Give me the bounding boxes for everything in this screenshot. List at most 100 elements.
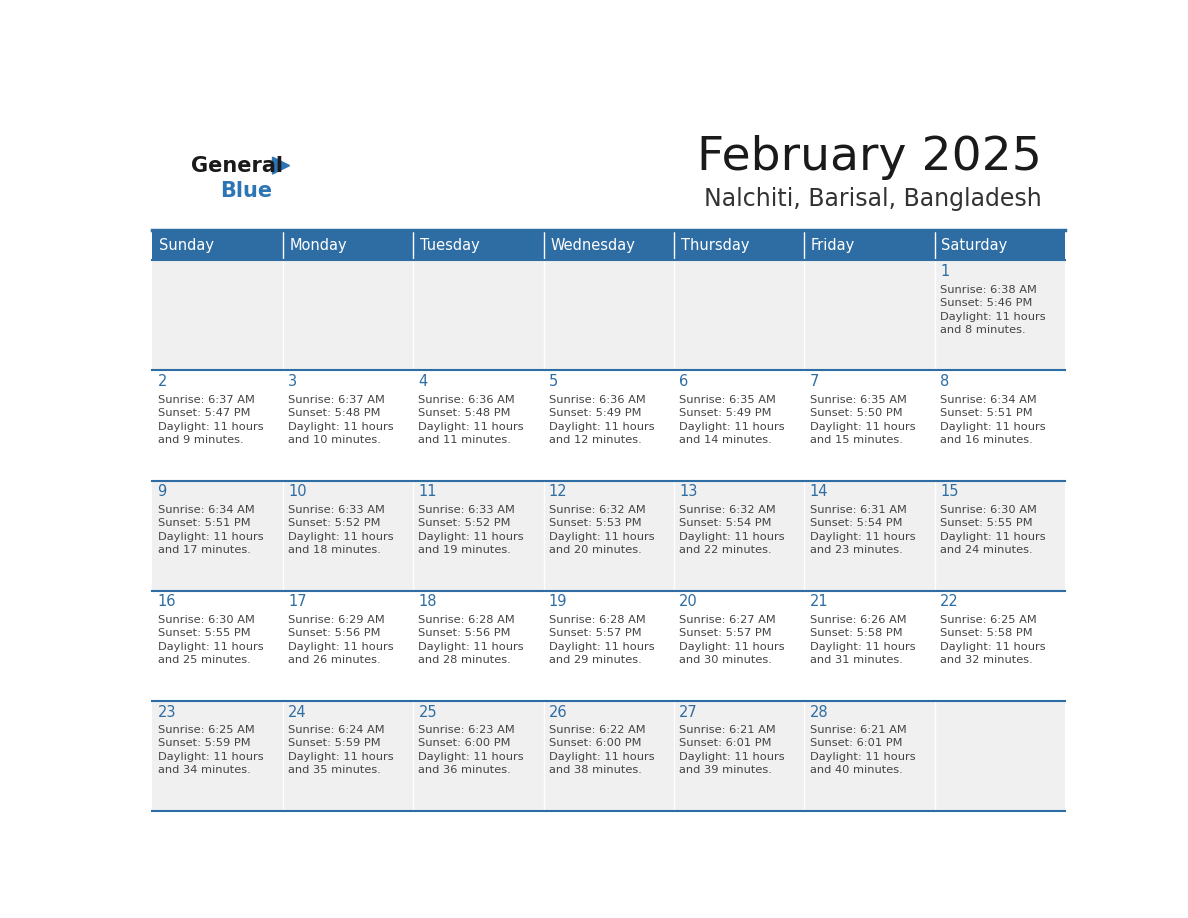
Text: and 16 minutes.: and 16 minutes. [940, 435, 1032, 445]
Text: Daylight: 11 hours: Daylight: 11 hours [418, 532, 524, 542]
Text: Sunrise: 6:34 AM: Sunrise: 6:34 AM [158, 505, 254, 515]
Text: Sunset: 5:49 PM: Sunset: 5:49 PM [549, 409, 642, 419]
Bar [413, 371, 544, 480]
Text: Sunrise: 6:31 AM: Sunrise: 6:31 AM [810, 505, 906, 515]
Text: Sunrise: 6:28 AM: Sunrise: 6:28 AM [549, 615, 645, 625]
Text: Sunset: 5:48 PM: Sunset: 5:48 PM [287, 409, 380, 419]
Text: and 10 minutes.: and 10 minutes. [287, 435, 381, 445]
Text: February 2025: February 2025 [697, 135, 1042, 181]
Bar [804, 700, 935, 811]
Text: Tuesday: Tuesday [419, 238, 480, 253]
Bar [544, 590, 674, 700]
Bar [804, 261, 935, 371]
Text: 22: 22 [940, 595, 959, 610]
Text: and 15 minutes.: and 15 minutes. [810, 435, 903, 445]
Bar [413, 480, 544, 590]
Text: Sunset: 5:51 PM: Sunset: 5:51 PM [940, 409, 1032, 419]
Text: 26: 26 [549, 705, 568, 720]
Text: and 17 minutes.: and 17 minutes. [158, 545, 251, 555]
Text: Daylight: 11 hours: Daylight: 11 hours [158, 642, 264, 652]
Text: Blue: Blue [221, 181, 273, 201]
Text: Friday: Friday [811, 238, 855, 253]
Text: 25: 25 [418, 705, 437, 720]
Bar [152, 231, 283, 261]
Text: Sunrise: 6:32 AM: Sunrise: 6:32 AM [680, 505, 776, 515]
Bar [413, 590, 544, 700]
Text: Sunrise: 6:28 AM: Sunrise: 6:28 AM [418, 615, 516, 625]
Text: 15: 15 [940, 485, 959, 499]
Text: Sunset: 6:00 PM: Sunset: 6:00 PM [418, 738, 511, 748]
Text: Daylight: 11 hours: Daylight: 11 hours [287, 532, 393, 542]
Text: and 35 minutes.: and 35 minutes. [287, 766, 381, 776]
Text: 13: 13 [680, 485, 697, 499]
Text: 8: 8 [940, 375, 949, 389]
Bar [544, 700, 674, 811]
Text: and 28 minutes.: and 28 minutes. [418, 655, 511, 666]
Text: Sunset: 5:57 PM: Sunset: 5:57 PM [549, 628, 642, 638]
Text: Sunrise: 6:26 AM: Sunrise: 6:26 AM [810, 615, 906, 625]
Bar [544, 480, 674, 590]
Text: and 24 minutes.: and 24 minutes. [940, 545, 1032, 555]
Text: and 36 minutes.: and 36 minutes. [418, 766, 511, 776]
Text: 11: 11 [418, 485, 437, 499]
Text: Sunrise: 6:36 AM: Sunrise: 6:36 AM [418, 395, 516, 405]
Text: 24: 24 [287, 705, 307, 720]
Bar [674, 700, 804, 811]
Text: 7: 7 [810, 375, 819, 389]
Text: Sunset: 5:54 PM: Sunset: 5:54 PM [680, 519, 772, 528]
Text: 9: 9 [158, 485, 166, 499]
Text: Daylight: 11 hours: Daylight: 11 hours [940, 421, 1045, 431]
Text: and 26 minutes.: and 26 minutes. [287, 655, 380, 666]
Text: Sunset: 5:50 PM: Sunset: 5:50 PM [810, 409, 903, 419]
Bar [674, 261, 804, 371]
Text: 28: 28 [810, 705, 828, 720]
Bar [804, 371, 935, 480]
Text: 4: 4 [418, 375, 428, 389]
Text: Sunset: 6:00 PM: Sunset: 6:00 PM [549, 738, 642, 748]
Bar [935, 700, 1066, 811]
Text: 1: 1 [940, 264, 949, 279]
Text: Sunrise: 6:27 AM: Sunrise: 6:27 AM [680, 615, 776, 625]
Text: Sunset: 5:55 PM: Sunset: 5:55 PM [158, 628, 251, 638]
Text: Daylight: 11 hours: Daylight: 11 hours [680, 532, 785, 542]
Text: and 25 minutes.: and 25 minutes. [158, 655, 251, 666]
Text: and 18 minutes.: and 18 minutes. [287, 545, 381, 555]
Text: and 34 minutes.: and 34 minutes. [158, 766, 251, 776]
Text: Sunset: 5:56 PM: Sunset: 5:56 PM [418, 628, 511, 638]
Bar [283, 371, 413, 480]
Text: and 31 minutes.: and 31 minutes. [810, 655, 903, 666]
Bar [413, 700, 544, 811]
Text: Daylight: 11 hours: Daylight: 11 hours [549, 642, 655, 652]
Text: and 40 minutes.: and 40 minutes. [810, 766, 903, 776]
Bar [674, 480, 804, 590]
Text: 23: 23 [158, 705, 176, 720]
Text: Sunset: 5:49 PM: Sunset: 5:49 PM [680, 409, 772, 419]
Text: Sunrise: 6:33 AM: Sunrise: 6:33 AM [287, 505, 385, 515]
Text: Daylight: 11 hours: Daylight: 11 hours [810, 642, 915, 652]
Polygon shape [272, 157, 290, 174]
Text: Daylight: 11 hours: Daylight: 11 hours [940, 642, 1045, 652]
Text: Daylight: 11 hours: Daylight: 11 hours [680, 752, 785, 762]
Text: Saturday: Saturday [941, 238, 1007, 253]
Text: Thursday: Thursday [681, 238, 750, 253]
Text: Sunrise: 6:38 AM: Sunrise: 6:38 AM [940, 285, 1037, 295]
Text: 21: 21 [810, 595, 828, 610]
Text: 2: 2 [158, 375, 168, 389]
Text: and 20 minutes.: and 20 minutes. [549, 545, 642, 555]
Text: Daylight: 11 hours: Daylight: 11 hours [418, 642, 524, 652]
Bar [935, 371, 1066, 480]
Bar [544, 261, 674, 371]
Text: Sunset: 5:54 PM: Sunset: 5:54 PM [810, 519, 902, 528]
Text: and 11 minutes.: and 11 minutes. [418, 435, 511, 445]
Bar [413, 231, 544, 261]
Bar [283, 261, 413, 371]
Text: Daylight: 11 hours: Daylight: 11 hours [810, 532, 915, 542]
Text: Nalchiti, Barisal, Bangladesh: Nalchiti, Barisal, Bangladesh [704, 186, 1042, 211]
Text: 10: 10 [287, 485, 307, 499]
Bar [674, 371, 804, 480]
Text: Sunrise: 6:29 AM: Sunrise: 6:29 AM [287, 615, 385, 625]
Text: Sunset: 5:59 PM: Sunset: 5:59 PM [287, 738, 380, 748]
Text: and 9 minutes.: and 9 minutes. [158, 435, 244, 445]
Text: and 22 minutes.: and 22 minutes. [680, 545, 772, 555]
Bar [283, 700, 413, 811]
